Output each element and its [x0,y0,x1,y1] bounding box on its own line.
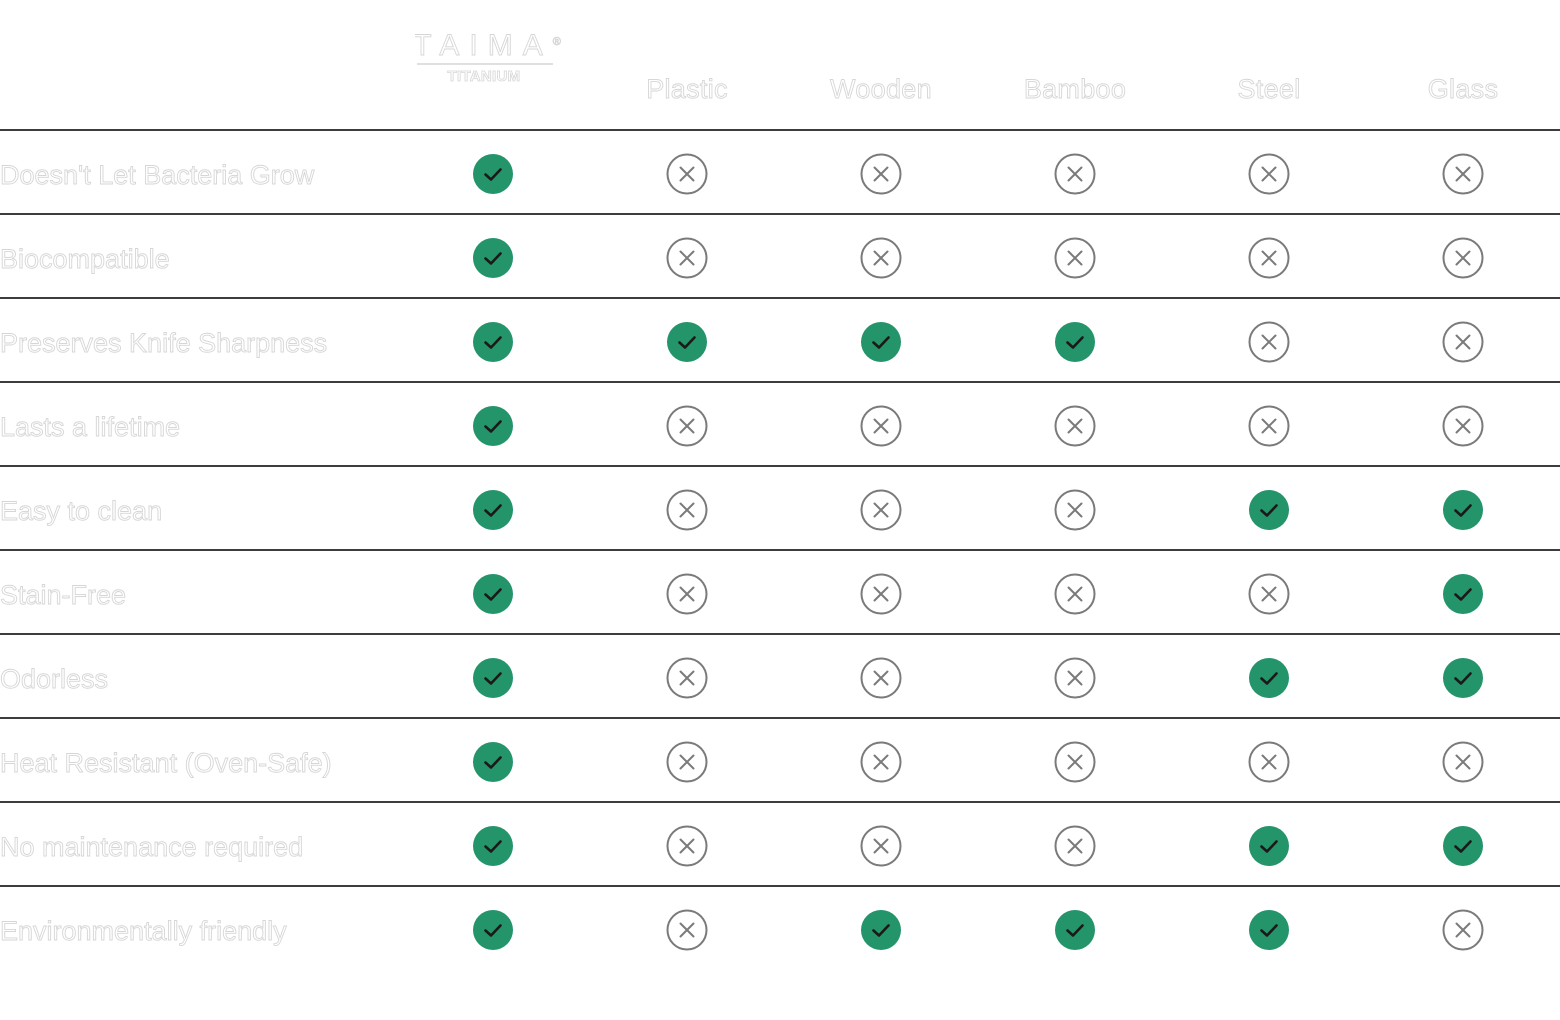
check-circle-icon [472,321,514,363]
x-circle-icon [860,237,902,279]
logo-subtext: TITANIUM [448,68,521,85]
x-circle-icon [666,909,708,951]
x-circle-icon [666,405,708,447]
column-header-glass: Glass [1427,74,1499,105]
x-circle-icon [666,825,708,867]
check-circle-icon [1442,657,1484,699]
x-circle-icon [1054,825,1096,867]
feature-label: Biocompatible [0,244,170,275]
check-circle-icon [472,405,514,447]
table-row: Odorless [0,635,1560,719]
table-row: Stain-Free [0,551,1560,635]
x-circle-icon [666,573,708,615]
check-circle-icon [472,909,514,951]
check-circle-icon [472,657,514,699]
x-circle-icon [1442,909,1484,951]
x-circle-icon [1248,237,1290,279]
column-header-wooden: Wooden [830,74,932,105]
x-circle-icon [1442,237,1484,279]
table-row: Lasts a lifetime [0,383,1560,467]
x-circle-icon [1248,741,1290,783]
x-circle-icon [860,657,902,699]
check-circle-icon [1248,909,1290,951]
x-circle-icon [860,825,902,867]
table-body: Doesn't Let Bacteria Grow Biocompatible Pr… [0,131,1560,971]
x-circle-icon [1054,237,1096,279]
taima-logo: TAIMA ® TITANIUM [415,31,561,85]
check-circle-icon [1248,825,1290,867]
check-circle-icon [1054,321,1096,363]
x-circle-icon [1442,741,1484,783]
check-circle-icon [472,741,514,783]
check-circle-icon [1442,825,1484,867]
feature-label: Heat Resistant (Oven-Safe) [0,748,332,779]
feature-label: Lasts a lifetime [0,412,181,443]
check-circle-icon [860,321,902,363]
feature-label: Stain-Free [0,580,127,611]
x-circle-icon [1054,573,1096,615]
check-circle-icon [472,573,514,615]
table-row: Preserves Knife Sharpness [0,299,1560,383]
feature-label: No maintenance required [0,832,304,863]
x-circle-icon [666,741,708,783]
table-row: Environmentally friendly [0,887,1560,971]
check-circle-icon [472,153,514,195]
x-circle-icon [1054,153,1096,195]
check-circle-icon [472,237,514,279]
x-circle-icon [666,657,708,699]
x-circle-icon [1442,405,1484,447]
table-row: No maintenance required [0,803,1560,887]
check-circle-icon [1248,657,1290,699]
x-circle-icon [666,153,708,195]
column-header-bamboo: Bamboo [1023,74,1127,105]
x-circle-icon [1442,321,1484,363]
x-circle-icon [860,741,902,783]
x-circle-icon [1054,489,1096,531]
table-row: Biocompatible [0,215,1560,299]
table-row: Doesn't Let Bacteria Grow [0,131,1560,215]
feature-label: Environmentally friendly [0,916,287,947]
check-circle-icon [666,321,708,363]
logo-registered: ® [553,36,561,48]
x-circle-icon [1054,405,1096,447]
x-circle-icon [860,405,902,447]
check-circle-icon [860,909,902,951]
x-circle-icon [860,573,902,615]
feature-label: Preserves Knife Sharpness [0,328,328,359]
feature-label: Odorless [0,664,109,695]
check-circle-icon [472,825,514,867]
x-circle-icon [666,489,708,531]
x-circle-icon [1248,153,1290,195]
x-circle-icon [1442,153,1484,195]
x-circle-icon [860,489,902,531]
check-circle-icon [1054,909,1096,951]
x-circle-icon [1248,405,1290,447]
feature-label: Easy to clean [0,496,163,527]
x-circle-icon [860,153,902,195]
x-circle-icon [1054,741,1096,783]
column-header-plastic: Plastic [646,74,728,105]
feature-label: Doesn't Let Bacteria Grow [0,160,315,191]
column-header-steel: Steel [1237,74,1301,105]
table-row: Easy to clean [0,467,1560,551]
logo-text: TAIMA [415,31,553,62]
x-circle-icon [666,237,708,279]
x-circle-icon [1248,573,1290,615]
x-circle-icon [1054,657,1096,699]
x-circle-icon [1248,321,1290,363]
column-header-taima: TAIMA ® TITANIUM [393,0,587,131]
table-row: Heat Resistant (Oven-Safe) [0,719,1560,803]
comparison-table: TAIMA ® TITANIUM Plastic Wooden Bamboo S… [0,0,1560,971]
check-circle-icon [472,489,514,531]
check-circle-icon [1442,573,1484,615]
check-circle-icon [1248,489,1290,531]
table-header: TAIMA ® TITANIUM Plastic Wooden Bamboo S… [0,0,1560,131]
check-circle-icon [1442,489,1484,531]
